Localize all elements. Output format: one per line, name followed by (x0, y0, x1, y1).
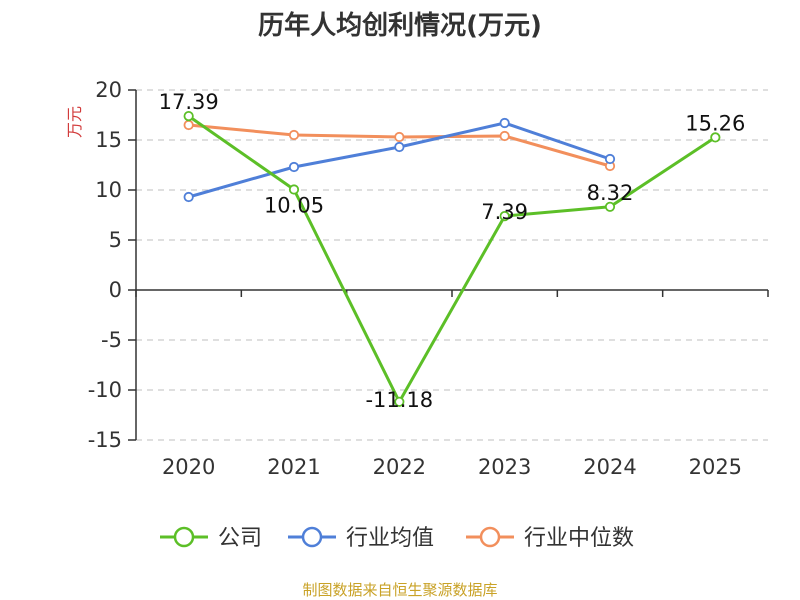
x-tick-label: 2020 (162, 455, 215, 479)
legend-label: 行业中位数 (524, 526, 634, 551)
data-source-note: 制图数据来自恒生聚源数据库 (302, 581, 497, 599)
data-point[interactable] (710, 132, 721, 143)
legend-label: 公司 (218, 526, 262, 551)
data-label: -11.18 (365, 388, 433, 412)
y-tick-label: 0 (109, 278, 122, 302)
legend-label: 行业均值 (346, 526, 434, 551)
legend-item[interactable]: 行业中位数 (466, 526, 634, 551)
data-point[interactable] (394, 131, 405, 143)
legend[interactable]: 公司 行业均值 行业中位数 (160, 526, 634, 551)
data-point[interactable] (288, 184, 300, 195)
data-label: 15.26 (685, 111, 745, 135)
x-tick-label: 2024 (583, 455, 636, 479)
y-tick-label: 10 (95, 178, 122, 202)
data-point[interactable] (288, 129, 300, 141)
series-line (187, 114, 717, 404)
legend-swatch-marker (301, 526, 323, 548)
x-tick-label: 2021 (267, 455, 320, 479)
y-tick-label: 20 (95, 78, 122, 102)
data-point[interactable] (183, 191, 194, 203)
legend-item[interactable]: 公司 (160, 526, 262, 551)
x-tick-label: 2025 (689, 455, 742, 479)
data-label: 10.05 (264, 194, 324, 218)
data-point[interactable] (183, 119, 194, 131)
legend-swatch-marker (173, 526, 195, 548)
data-point[interactable] (394, 141, 405, 153)
data-point[interactable] (288, 161, 300, 173)
y-tick-label: -15 (88, 428, 122, 452)
grid-lines (136, 89, 768, 441)
y-axis-label: 万元 (65, 106, 84, 138)
y-tick-label: -10 (88, 378, 122, 402)
data-label: 8.32 (587, 181, 634, 205)
data-label: 7.39 (481, 200, 528, 224)
data-point[interactable] (183, 111, 194, 122)
data-labels: 17.39 10.05 -11.18 7.39 8.32 15.26 (159, 90, 746, 412)
y-tick-label: -5 (101, 328, 122, 352)
y-tick-label: 15 (95, 128, 122, 152)
data-point[interactable] (604, 153, 616, 165)
data-point[interactable] (394, 396, 405, 407)
data-label: 17.39 (159, 90, 219, 114)
chart-title: 历年人均创利情况(万元) (258, 10, 542, 41)
legend-swatch-marker (479, 526, 501, 548)
axes: 20 15 10 5 0 -5 -10 -15 2020 2021 2022 2023 2024 2025 (88, 78, 769, 479)
legend-item[interactable]: 行业均值 (288, 526, 434, 551)
data-point[interactable] (499, 130, 510, 142)
series-group (183, 111, 721, 407)
data-point[interactable] (499, 211, 510, 222)
y-tick-label: 5 (109, 228, 122, 252)
data-point[interactable] (604, 201, 616, 212)
data-point[interactable] (499, 117, 510, 129)
x-tick-label: 2023 (478, 455, 531, 479)
x-tick-label: 2022 (373, 455, 426, 479)
